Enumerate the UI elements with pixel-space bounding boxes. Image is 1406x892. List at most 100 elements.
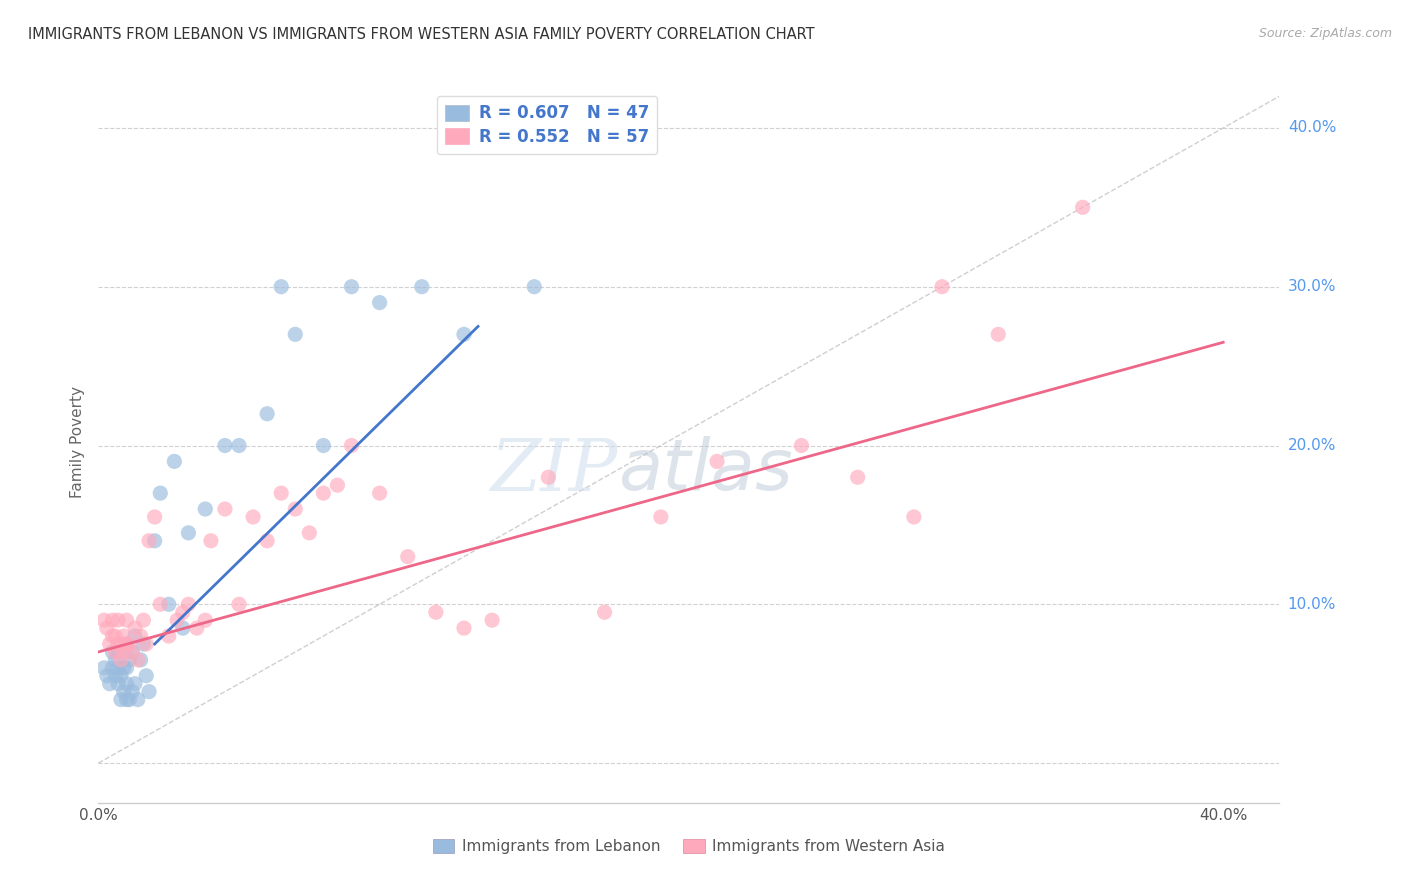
- Point: [790, 438, 813, 452]
- Point: [537, 470, 560, 484]
- Point: [270, 486, 292, 500]
- Point: [157, 629, 180, 643]
- Point: [115, 613, 138, 627]
- Point: [256, 407, 278, 421]
- Point: [107, 676, 129, 690]
- Point: [124, 676, 146, 690]
- Text: IMMIGRANTS FROM LEBANON VS IMMIGRANTS FROM WESTERN ASIA FAMILY POVERTY CORRELATI: IMMIGRANTS FROM LEBANON VS IMMIGRANTS FR…: [28, 27, 814, 42]
- Point: [298, 525, 321, 540]
- Point: [101, 613, 124, 627]
- Point: [523, 279, 546, 293]
- Point: [98, 637, 121, 651]
- Point: [110, 669, 132, 683]
- Point: [186, 621, 208, 635]
- Point: [129, 653, 152, 667]
- Point: [368, 295, 391, 310]
- Point: [124, 621, 146, 635]
- Point: [172, 621, 194, 635]
- Point: [1071, 200, 1094, 214]
- Point: [200, 533, 222, 548]
- Point: [107, 661, 129, 675]
- Text: 10.0%: 10.0%: [1288, 597, 1336, 612]
- Point: [326, 478, 349, 492]
- Point: [107, 637, 129, 651]
- Text: 40.0%: 40.0%: [1288, 120, 1336, 136]
- Point: [987, 327, 1010, 342]
- Point: [172, 605, 194, 619]
- Point: [110, 653, 132, 667]
- Point: [132, 613, 155, 627]
- Point: [110, 692, 132, 706]
- Point: [177, 525, 200, 540]
- Point: [481, 613, 503, 627]
- Point: [166, 613, 188, 627]
- Text: atlas: atlas: [619, 436, 793, 505]
- Point: [425, 605, 447, 619]
- Point: [112, 684, 135, 698]
- Point: [101, 645, 124, 659]
- Point: [453, 621, 475, 635]
- Point: [107, 613, 129, 627]
- Point: [214, 502, 236, 516]
- Point: [104, 629, 127, 643]
- Point: [593, 605, 616, 619]
- Point: [903, 510, 925, 524]
- Point: [340, 279, 363, 293]
- Point: [411, 279, 433, 293]
- Point: [127, 653, 149, 667]
- Point: [101, 629, 124, 643]
- Point: [149, 597, 172, 611]
- Point: [149, 486, 172, 500]
- Point: [115, 676, 138, 690]
- Point: [121, 684, 143, 698]
- Point: [214, 438, 236, 452]
- Point: [104, 653, 127, 667]
- Point: [453, 327, 475, 342]
- Point: [96, 669, 118, 683]
- Text: 30.0%: 30.0%: [1288, 279, 1336, 294]
- Point: [115, 637, 138, 651]
- Point: [98, 676, 121, 690]
- Point: [143, 510, 166, 524]
- Text: ZIP: ZIP: [491, 435, 619, 506]
- Point: [706, 454, 728, 468]
- Point: [93, 613, 115, 627]
- Point: [194, 613, 217, 627]
- Point: [93, 661, 115, 675]
- Point: [138, 533, 160, 548]
- Point: [115, 637, 138, 651]
- Point: [312, 438, 335, 452]
- Point: [121, 645, 143, 659]
- Point: [104, 669, 127, 683]
- Point: [121, 645, 143, 659]
- Point: [163, 454, 186, 468]
- Point: [270, 279, 292, 293]
- Point: [931, 279, 953, 293]
- Point: [284, 327, 307, 342]
- Point: [118, 653, 141, 667]
- Point: [112, 629, 135, 643]
- Point: [340, 438, 363, 452]
- Point: [115, 692, 138, 706]
- Point: [104, 645, 127, 659]
- Point: [135, 637, 157, 651]
- Y-axis label: Family Poverty: Family Poverty: [70, 385, 86, 498]
- Point: [112, 661, 135, 675]
- Point: [157, 597, 180, 611]
- Point: [129, 629, 152, 643]
- Point: [284, 502, 307, 516]
- Text: Source: ZipAtlas.com: Source: ZipAtlas.com: [1258, 27, 1392, 40]
- Point: [256, 533, 278, 548]
- Point: [127, 692, 149, 706]
- Point: [96, 621, 118, 635]
- Point: [135, 669, 157, 683]
- Point: [228, 597, 250, 611]
- Point: [396, 549, 419, 564]
- Point: [650, 510, 672, 524]
- Point: [177, 597, 200, 611]
- Point: [194, 502, 217, 516]
- Text: 20.0%: 20.0%: [1288, 438, 1336, 453]
- Point: [124, 629, 146, 643]
- Point: [118, 637, 141, 651]
- Legend: Immigrants from Lebanon, Immigrants from Western Asia: Immigrants from Lebanon, Immigrants from…: [426, 832, 952, 860]
